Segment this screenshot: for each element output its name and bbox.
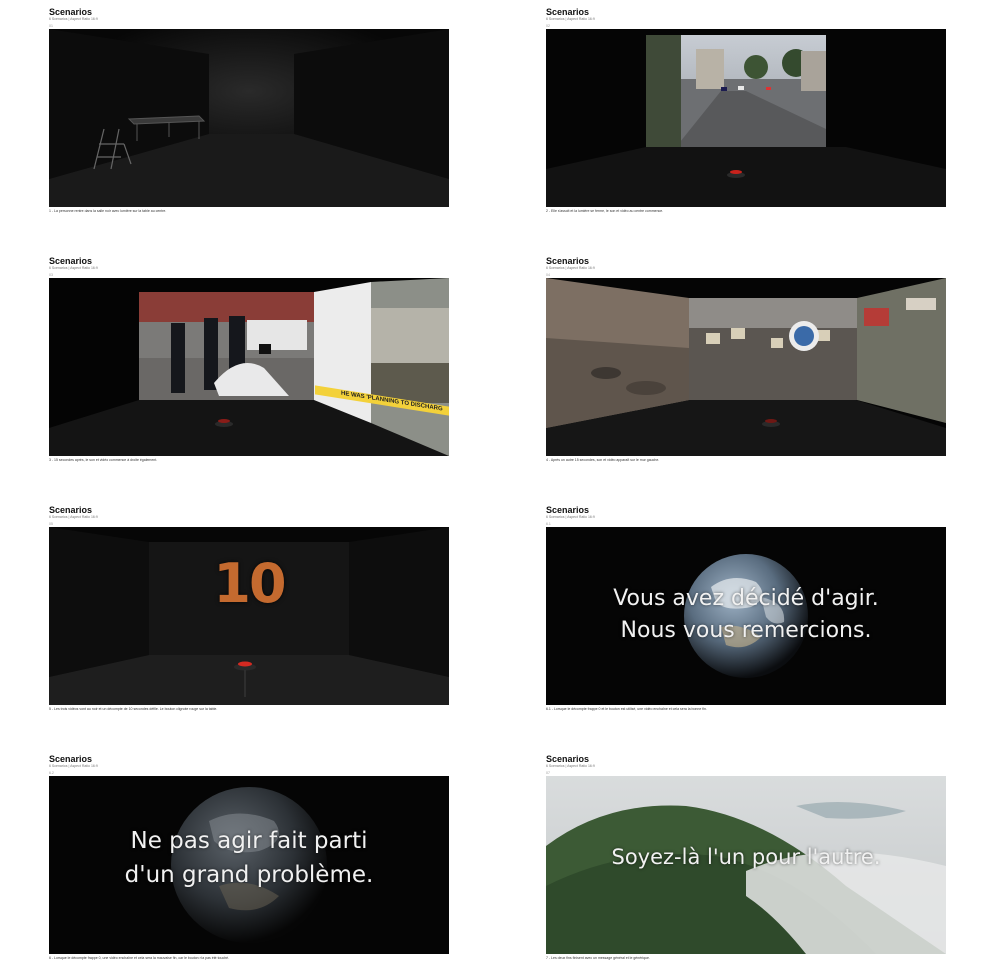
scene-frame-6[interactable]: Vous avez décidé d'agir. Nous vous remer… [546,527,946,705]
scenario-card-1: Scenarios 6 Scenarios | Aspect Ratio 16:… [49,7,449,214]
scenario-card-2: Scenarios 6 Scenarios | Aspect Ratio 16:… [546,7,946,214]
card-caption: 2 - Elle s'assoit et la lumière se ferme… [546,209,664,213]
card-number: 04 [546,273,550,277]
scenario-card-3: Scenarios 6 Scenarios | Aspect Ratio 16:… [49,256,449,463]
countdown-room-scene [49,527,449,705]
scene-frame-1[interactable] [49,29,449,207]
card-number: 03 [49,273,53,277]
card-subtitle: 6 Scenarios | Aspect Ratio 16:9 [49,515,98,519]
card-title: Scenarios [49,754,93,764]
card-title: Scenarios [49,505,93,515]
table-icon [127,115,206,141]
card-number: 02 [546,24,550,28]
scene-frame-3[interactable]: HE WAS 'PLANNING TO DISCHARG [49,278,449,456]
scenario-card-7: Scenarios 6 Scenarios | Aspect Ratio 16:… [49,754,449,961]
scenario-card-4: Scenarios 6 Scenarios | Aspect Ratio 16:… [546,256,946,463]
scenario-card-8: Scenarios 6 Scenarios | Aspect Ratio 16:… [546,754,946,961]
card-number: 01 [49,24,53,28]
card-number: 05 [49,522,53,526]
card-subtitle: 6 Scenarios | Aspect Ratio 16:9 [49,266,98,270]
card-caption: 5 - Les trois vidéos vont au noir et un … [49,707,218,711]
scene-frame-7[interactable]: Ne pas agir fait parti d'un grand problè… [49,776,449,954]
red-button-icon [234,661,256,697]
card-caption: 4 - Après un autre 15 secondes, son et v… [546,458,660,462]
three-walls-scene [546,278,946,456]
card-caption: 6.1 - Lorsque le décompte frappe 0 et le… [546,707,707,711]
dark-earth-scene [49,776,449,954]
card-subtitle: 6 Scenarios | Aspect Ratio 16:9 [546,17,595,21]
chair-icon [93,128,132,170]
card-number: 6.1 [546,522,551,526]
police-video-scene [49,278,449,456]
scene-frame-2[interactable] [546,29,946,207]
misty-mountain-scene [546,776,946,954]
dark-room-scene [49,29,449,207]
scenario-card-5: Scenarios 6 Scenarios | Aspect Ratio 16:… [49,505,449,712]
street-video-scene [546,29,946,207]
message-text: Vous avez décidé d'agir. Nous vous remer… [613,586,879,643]
card-title: Scenarios [49,256,93,266]
card-caption: 3 - 15 secondes après, le son et vidéo c… [49,458,158,462]
card-subtitle: 6 Scenarios | Aspect Ratio 16:9 [49,17,98,21]
card-number: 6.2 [49,771,54,775]
message-text: Soyez-là l'un pour l'autre. [611,845,881,869]
card-subtitle: 6 Scenarios | Aspect Ratio 16:9 [546,515,595,519]
card-title: Scenarios [546,754,590,764]
earth-scene [546,527,946,705]
card-caption: 7 - Les deux fins finisent avec un messa… [546,956,650,960]
scene-frame-4[interactable] [546,278,946,456]
card-title: Scenarios [546,7,590,17]
earth-icon [171,787,327,943]
card-number: 07 [546,771,550,775]
card-title: Scenarios [49,7,93,17]
message-text: Ne pas agir fait parti d'un grand problè… [124,828,374,888]
scene-frame-5[interactable]: 10 [49,527,449,705]
card-subtitle: 6 Scenarios | Aspect Ratio 16:9 [546,266,595,270]
card-caption: 1 - La personne rentre dans la salle noi… [49,209,167,213]
card-subtitle: 6 Scenarios | Aspect Ratio 16:9 [49,764,98,768]
red-button-icon [727,170,745,178]
card-title: Scenarios [546,256,590,266]
scene-frame-8[interactable]: Soyez-là l'un pour l'autre. [546,776,946,954]
scenario-card-6: Scenarios 6 Scenarios | Aspect Ratio 16:… [546,505,946,712]
card-subtitle: 6 Scenarios | Aspect Ratio 16:9 [546,764,595,768]
red-button-icon [762,419,780,427]
card-caption: 6 - Lorsque le décompte frappe 0, une vi… [49,956,230,960]
countdown-number: 10 [213,552,286,615]
card-title: Scenarios [546,505,590,515]
